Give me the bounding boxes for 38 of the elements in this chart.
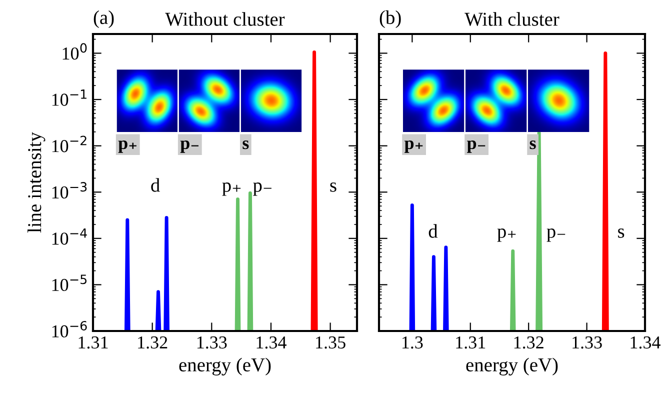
annotation: p₋ (467, 140, 486, 153)
chart-title: With cluster (464, 12, 560, 26)
x-tick-label: 1.32 (138, 336, 168, 349)
annotation: d (428, 224, 438, 238)
annotation: s (330, 182, 336, 192)
annotation: p₊ (404, 140, 423, 153)
x-tick-label: 1.33 (197, 336, 227, 349)
annotation: p₊ (222, 182, 241, 196)
text: (b) (380, 10, 401, 28)
x-axis-title: energy (eV) (466, 358, 558, 376)
annotation: s (530, 140, 536, 150)
x-tick-label: 1.34 (256, 336, 286, 349)
annotation: d (151, 178, 160, 192)
y-tick-label: 10$^{−2}$ (52, 136, 86, 152)
annotation: p₊ (118, 140, 136, 153)
annotation: p₋ (180, 140, 198, 153)
y-axis-title: line intensity (28, 132, 46, 233)
y-tick-label: 10$^{0}$ (62, 43, 87, 60)
x-tick-label: 1.35 (316, 336, 346, 349)
y-tick-label: 10$^{−1}$ (52, 90, 86, 106)
chart-title: Without cluster (165, 12, 285, 26)
x-axis-title: energy (eV) (179, 358, 271, 376)
x-tick-label: 1.32 (514, 336, 544, 349)
x-tick-label: 1.34 (630, 336, 661, 349)
x-tick-label: 1.3 (402, 336, 423, 349)
y-tick-label: 10$^{−4}$ (52, 228, 87, 245)
y-tick-label: 10$^{−3}$ (52, 182, 87, 199)
annotation: s (618, 228, 624, 238)
y-tick-label: 10$^{−5}$ (52, 274, 87, 292)
text: (a) (94, 10, 114, 28)
y-tick-label: 10$^{−6}$ (52, 320, 87, 338)
x-tick-label: 1.31 (78, 336, 108, 349)
annotation: p₊ (497, 228, 516, 242)
annotation: s (242, 140, 249, 150)
x-tick-label: 1.33 (572, 336, 602, 349)
x-tick-label: 1.31 (456, 336, 486, 349)
annotation: p₋ (546, 228, 566, 242)
annotation: p₋ (253, 182, 272, 196)
